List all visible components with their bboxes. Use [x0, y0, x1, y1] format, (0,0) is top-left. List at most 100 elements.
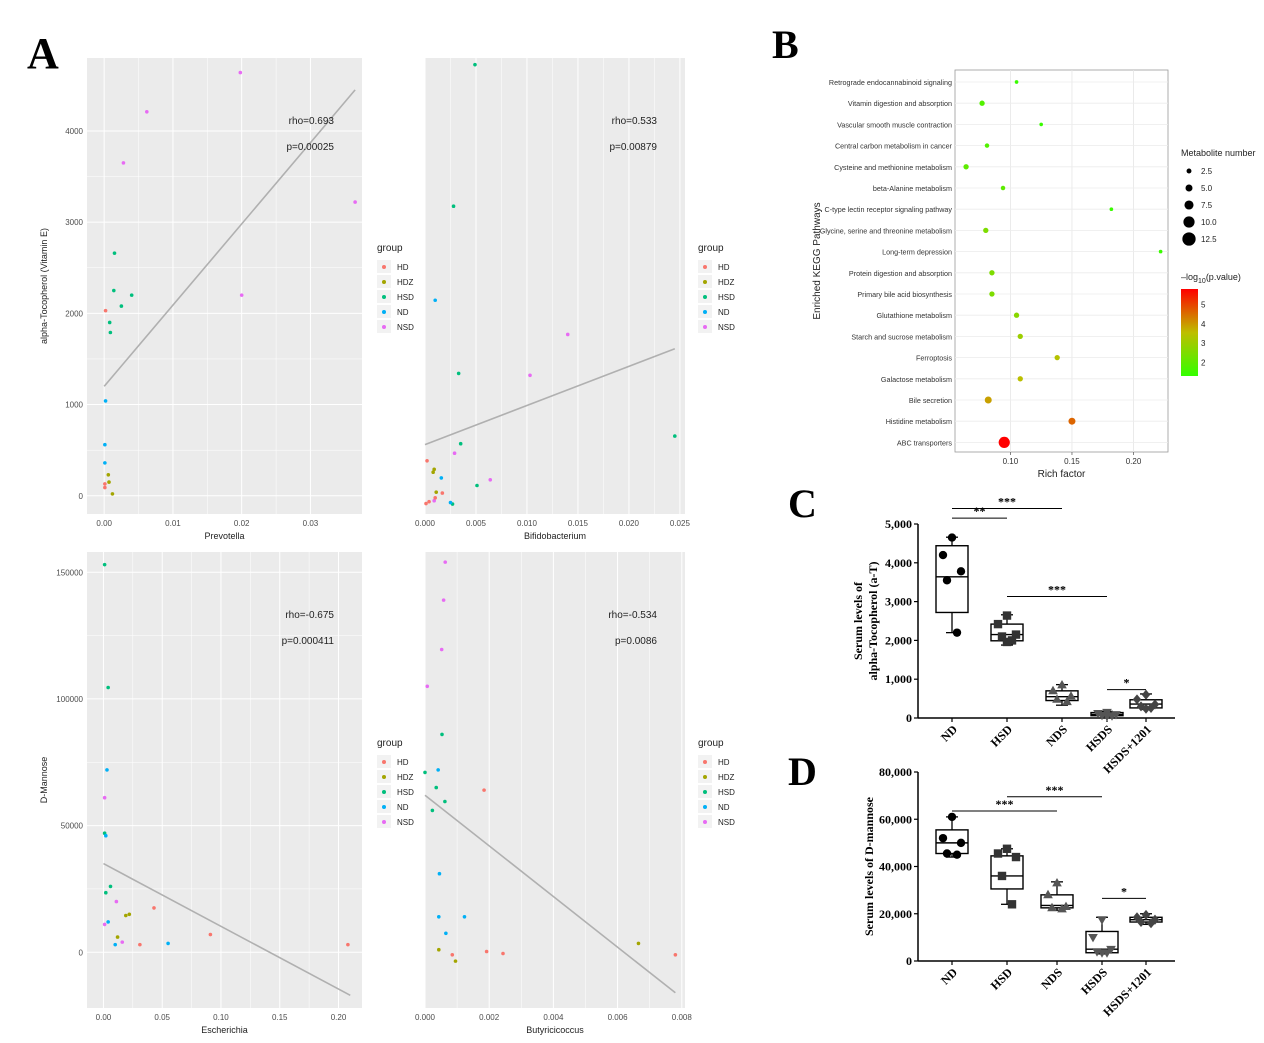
- sample-point: [1002, 844, 1012, 853]
- data-point-nsd: [452, 451, 457, 456]
- sample-point: [952, 628, 962, 637]
- size-legend-dot: [1182, 232, 1196, 246]
- pathway-bubble: [984, 396, 992, 404]
- sample-point: [938, 833, 948, 843]
- legend-swatch-nsd: [703, 820, 707, 824]
- pathway-label: beta-Alanine metabolism: [873, 184, 952, 193]
- size-legend-label: 2.5: [1201, 167, 1213, 176]
- sample-point: [942, 576, 952, 585]
- size-legend-dot: [1183, 216, 1195, 228]
- pathway-label: Primary bile acid biosynthesis: [857, 290, 952, 299]
- data-point-hsd: [440, 732, 444, 737]
- legend-swatch-hsd: [382, 295, 386, 299]
- y-tick-label: 20,000: [879, 907, 912, 921]
- panel-label-d: D: [788, 749, 817, 794]
- sample-point: [1141, 689, 1151, 700]
- group-legend-bottom-left: group HD HDZ HSD ND NSD: [377, 738, 414, 828]
- y-tick-label: 1000: [65, 401, 83, 410]
- legend-label: HDZ: [397, 278, 414, 287]
- sample-point: [1132, 694, 1142, 705]
- x-tick-label: 0.15: [1064, 457, 1080, 466]
- size-legend-title: Metabolite number: [1181, 148, 1256, 158]
- y-tick-label: 50000: [61, 822, 84, 831]
- data-point-hd: [440, 491, 445, 495]
- data-point-hd: [433, 496, 437, 500]
- data-point-hdz: [431, 470, 435, 475]
- data-point-hdz: [437, 947, 441, 952]
- data-point-hdz: [434, 490, 439, 494]
- significance-label: ***: [1048, 583, 1066, 597]
- pathway-bubble: [1014, 80, 1019, 84]
- legend-swatch-nd: [382, 805, 386, 809]
- legend-swatch-hsd: [382, 790, 386, 794]
- data-point-nsd: [121, 161, 126, 165]
- data-point-nsd: [102, 795, 107, 800]
- data-point-nd: [433, 298, 437, 303]
- data-point-nd: [462, 915, 467, 919]
- y-axis-title: Enriched KEGG Pathways: [812, 202, 823, 319]
- pathway-label: Bile secretion: [909, 396, 952, 405]
- p-value-annotation: p=0.0086: [615, 636, 657, 647]
- sample-point: [947, 812, 957, 822]
- data-point-nsd: [102, 922, 107, 927]
- x-tick-label: 0.03: [303, 519, 319, 528]
- x-tick-label: HSD: [988, 965, 1016, 993]
- color-legend-title: –log10(p.value): [1181, 272, 1241, 285]
- pathway-label: Glutathione metabolism: [876, 311, 952, 320]
- x-tick-label: 0.008: [672, 1013, 693, 1022]
- legend-swatch-hd: [382, 265, 386, 269]
- sample-point: [1102, 712, 1112, 722]
- data-point-hd: [450, 953, 455, 957]
- x-tick-label: 0.20: [331, 1013, 347, 1022]
- data-point-nsd: [145, 110, 149, 114]
- x-tick-label: 0.010: [517, 519, 538, 528]
- x-axis-title: Rich factor: [1038, 469, 1086, 480]
- legend-swatch-nsd: [382, 325, 386, 329]
- legend-label: HD: [718, 758, 730, 767]
- y-tick-label: 1,000: [885, 672, 912, 686]
- data-point-hd: [427, 499, 431, 504]
- pathway-label: Galactose metabolism: [881, 375, 952, 384]
- size-legend-dot: [1186, 168, 1192, 174]
- legend-swatch-hd: [382, 760, 386, 764]
- legend-label: NSD: [397, 818, 414, 827]
- sample-point: [1150, 914, 1160, 925]
- data-point-hd: [208, 932, 213, 937]
- pathway-label: C-type lectin receptor signaling pathway: [825, 205, 953, 214]
- pathway-bubble: [984, 143, 990, 148]
- data-point-hsd: [104, 890, 108, 895]
- pathway-bubble: [989, 270, 995, 276]
- x-tick-label: HSD: [988, 722, 1016, 750]
- x-tick-label: HSDS: [1083, 722, 1115, 754]
- x-axis-title: Bifidobacterium: [524, 531, 586, 541]
- sample-point: [1136, 916, 1146, 928]
- y-axis-title: Serum levels of: [851, 581, 865, 660]
- legend-label: HSD: [718, 293, 735, 302]
- size-legend-label: 10.0: [1201, 218, 1217, 227]
- rho-annotation: rho=0.693: [289, 116, 335, 127]
- pathway-label: Vitamin digestion and absorption: [848, 99, 952, 108]
- sample-point: [1043, 889, 1053, 899]
- legend-label: HDZ: [718, 278, 735, 287]
- regression-line: [103, 89, 356, 387]
- y-axis-title: D-Mannose: [39, 757, 49, 804]
- data-point-hsd: [456, 371, 461, 376]
- legend-label: NSD: [718, 323, 735, 332]
- y-axis-title: alpha-Tocopherol (a-T): [866, 561, 880, 680]
- x-tick-label: 0.10: [213, 1013, 229, 1022]
- data-point-hd: [425, 459, 429, 463]
- data-point-nd: [103, 399, 108, 403]
- data-point-nd: [448, 500, 453, 505]
- regression-line: [424, 347, 676, 446]
- data-point-nd: [437, 915, 441, 919]
- data-point-hsd: [673, 434, 677, 438]
- x-tick-label: 0.20: [1126, 457, 1142, 466]
- data-point-hsd: [475, 483, 479, 488]
- p-value-annotation: p=0.00025: [286, 142, 334, 153]
- p-value-annotation: p=0.000411: [282, 636, 335, 647]
- data-point-nsd: [114, 899, 119, 904]
- data-point-nsd: [488, 478, 493, 482]
- size-legend-dot: [1184, 200, 1194, 210]
- sample-point: [1002, 611, 1012, 620]
- regression-line: [424, 794, 676, 994]
